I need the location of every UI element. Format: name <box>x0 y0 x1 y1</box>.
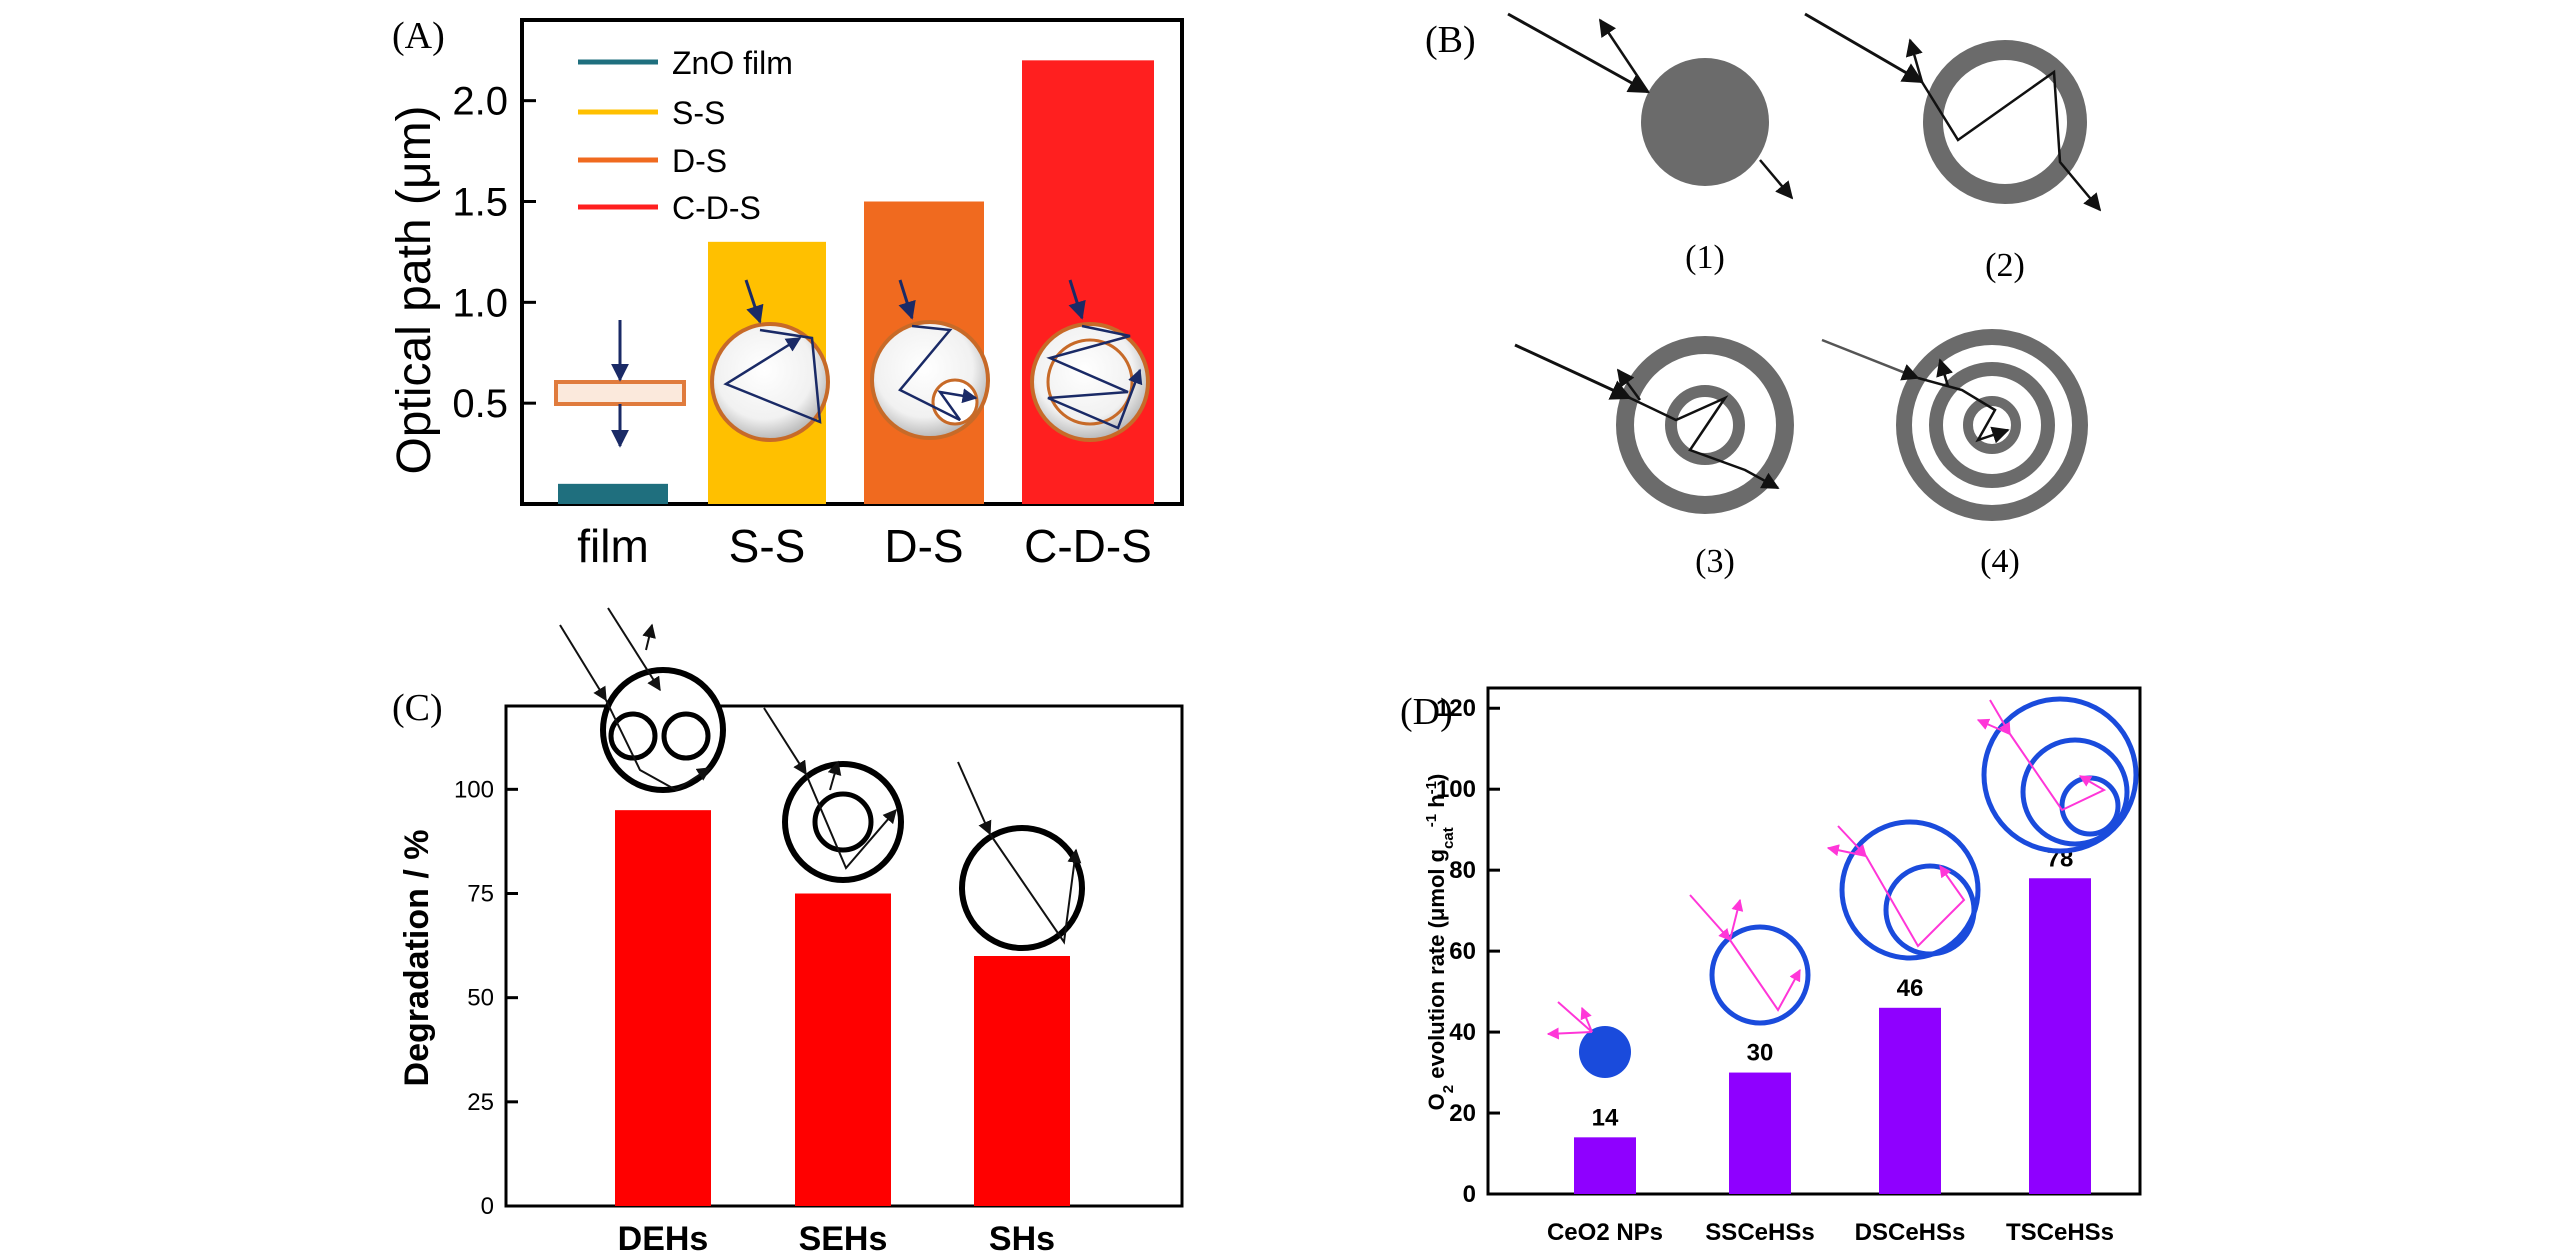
bar-film <box>558 483 668 504</box>
x-tick-label: C-D-S <box>1024 520 1152 572</box>
panel-a-plot-frame <box>520 18 1184 506</box>
triple-shell-diagram: (4) <box>1821 329 2088 580</box>
y-tick-label: 2.0 <box>452 80 508 124</box>
y-tick-label: 100 <box>454 776 494 803</box>
diagram-label-2: (2) <box>1985 247 2025 284</box>
x-tick-label: film <box>577 520 649 572</box>
y-tick-label: 1.0 <box>452 281 508 325</box>
panel-b: (B) (1) (2) (3) <box>1425 12 2102 580</box>
triple-shell-ceo2-sphere-icon <box>1976 696 2139 854</box>
legend-label-zno-film: ZnO film <box>672 45 793 81</box>
panel-a-legend: ZnO film S-S D-S C-D-S <box>578 45 793 226</box>
diagram-label-4: (4) <box>1980 543 2020 580</box>
x-tick-label: SHs <box>989 1220 1055 1258</box>
y-tick-label: 80 <box>1449 857 1476 884</box>
panel-c-y-axis-title: Degradation / % <box>398 830 436 1087</box>
y-tick-label: 60 <box>1449 938 1476 965</box>
complex-double-shell-sphere-icon <box>1030 279 1150 442</box>
legend-label-c-d-s: C-D-S <box>672 190 761 226</box>
double-shell-hollow-sphere-icon <box>559 607 726 793</box>
bar-ceo2-nps <box>1574 1137 1636 1194</box>
single-shell-hollow-sphere-icon <box>763 707 904 883</box>
bar-sscehss <box>1729 1072 1791 1194</box>
panel-c-x-labels: DEHs SEHs SHs <box>618 1220 1055 1258</box>
diagram-label-1: (1) <box>1685 239 1725 276</box>
panel-d-x-labels: CeO2 NPs SSCeHSs DSCeHSs TSCeHSs <box>1547 1219 2114 1246</box>
panel-a-label: (A) <box>392 15 445 57</box>
y-tick-label: 0.5 <box>452 382 508 426</box>
bar-dscehss <box>1879 1007 1941 1194</box>
hollow-sphere-diagram: (2) <box>1804 12 2102 284</box>
bar-tscehss <box>2029 878 2091 1194</box>
single-shell-sphere-icon <box>710 279 830 442</box>
x-tick-label: CeO2 NPs <box>1547 1219 1663 1246</box>
panel-a: (A) 0.5 1.0 1.5 2.0 film S-S D-S C-D-S Optical… <box>388 15 1184 572</box>
double-shell-sphere-icon <box>870 279 990 440</box>
single-shell-ceo2-sphere-icon <box>1689 894 1811 1026</box>
ceo2-nanoparticle-icon <box>1546 1001 1631 1078</box>
x-tick-label: S-S <box>729 520 806 572</box>
panel-c-bars <box>615 810 1070 1206</box>
x-tick-label: DEHs <box>618 1220 709 1258</box>
panel-c-y-ticks: 0 25 50 75 100 <box>454 776 518 1220</box>
film-schematic-icon <box>554 320 686 448</box>
solid-sphere-diagram: (1) <box>1507 12 1794 276</box>
x-tick-label: TSCeHSs <box>2006 1219 2114 1246</box>
y-tick-label: 75 <box>467 881 494 908</box>
x-tick-label: SEHs <box>799 1220 888 1258</box>
y-tick-label: 100 <box>1436 776 1476 803</box>
bar-dehs <box>615 810 711 1206</box>
panel-d-y-ticks: 0 20 40 60 80 100 120 <box>1436 695 1500 1208</box>
panel-c-label: (C) <box>392 687 443 729</box>
panel-c: (C) 0 25 50 75 100 DEHs SEHs SHs Degradation /… <box>392 607 1184 1258</box>
panel-a-y-ticks: 0.5 1.0 1.5 2.0 <box>452 80 536 426</box>
y-tick-label: 1.5 <box>452 181 508 225</box>
double-shell-ceo2-sphere-icon <box>1826 819 1981 961</box>
data-label: 46 <box>1897 975 1924 1002</box>
bar-shs <box>974 956 1070 1206</box>
x-tick-label: DSCeHSs <box>1855 1219 1966 1246</box>
panel-a-bars <box>558 60 1154 505</box>
x-tick-label: SSCeHSs <box>1705 1219 1814 1246</box>
legend-label-s-s: S-S <box>672 95 725 131</box>
double-shell-diagram: (3) <box>1514 336 1794 580</box>
y-tick-label: 0 <box>481 1193 494 1220</box>
panel-b-label: (B) <box>1425 19 1476 61</box>
panel-d-plot-frame <box>1486 686 2142 1196</box>
panel-d-label: (D) <box>1400 691 1453 733</box>
panel-d-y-axis-title: O2 evolution rate (μmol gcat-1 h-1) <box>1423 774 1457 1111</box>
x-tick-label: D-S <box>884 520 963 572</box>
y-tick-label: 40 <box>1449 1019 1476 1046</box>
bar-sehs <box>795 893 891 1206</box>
y-tick-label: 20 <box>1449 1100 1476 1127</box>
solid-sphere-icon <box>957 761 1085 951</box>
data-label: 30 <box>1747 1040 1774 1067</box>
legend-label-d-s: D-S <box>672 143 727 179</box>
y-tick-label: 25 <box>467 1089 494 1116</box>
data-label: 14 <box>1592 1104 1619 1131</box>
panel-a-x-labels: film S-S D-S C-D-S <box>577 520 1152 572</box>
diagram-label-3: (3) <box>1695 543 1735 580</box>
y-tick-label: 120 <box>1436 695 1476 722</box>
panel-a-y-axis-title: Optical path (μm) <box>388 105 441 474</box>
y-tick-label: 50 <box>467 985 494 1012</box>
y-tick-label: 0 <box>1463 1181 1476 1208</box>
